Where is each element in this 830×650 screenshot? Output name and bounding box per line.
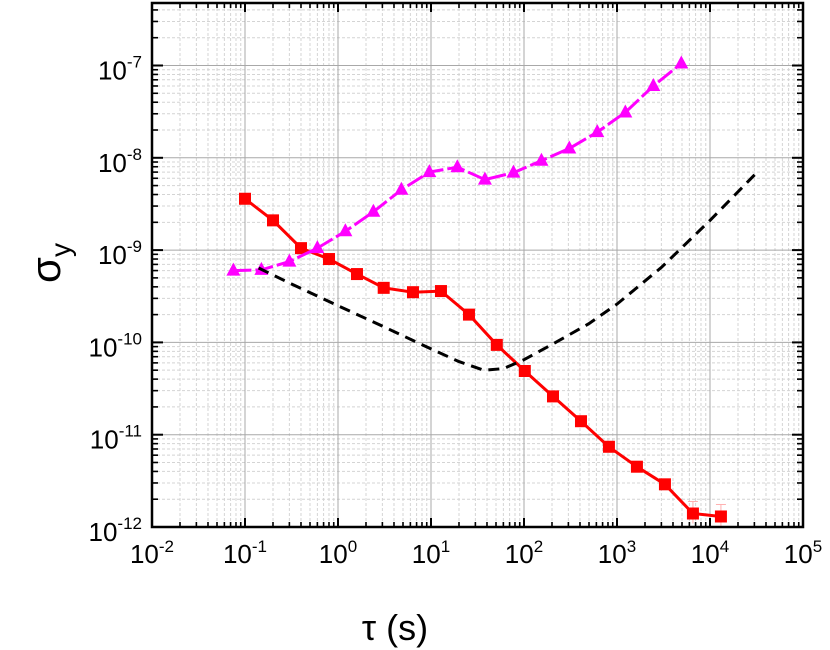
x-tick-label: 102 (505, 537, 543, 569)
data-point-square (546, 390, 559, 403)
data-point-triangle (366, 203, 381, 217)
data-point-square (630, 460, 643, 473)
series-line (257, 168, 761, 372)
x-tick-labels: 10-2 10-1 100 101 102 103 104 105 (130, 537, 822, 569)
x-tick-label: 104 (691, 537, 729, 569)
data-point-triangle (646, 77, 661, 91)
magenta-triangles-series (226, 55, 689, 276)
data-point-square (294, 242, 307, 255)
data-point-triangle (338, 223, 353, 237)
black-dashed-curve-series (257, 168, 761, 372)
data-point-triangle (394, 181, 409, 195)
data-point-square (350, 268, 363, 281)
data-point-triangle (226, 262, 241, 276)
data-point-square (714, 510, 727, 523)
red-squares-series (239, 192, 727, 527)
data-point-square (518, 364, 531, 377)
axis-ticks (151, 3, 804, 528)
data-point-square (266, 214, 279, 227)
x-tick-label: 10-2 (130, 537, 174, 569)
x-tick-label: 103 (598, 537, 636, 569)
x-tick-label: 10-1 (223, 537, 267, 569)
y-tick-label: 10-10 (89, 329, 143, 362)
data-point-triangle (534, 152, 549, 166)
y-axis-title: σy (22, 243, 76, 283)
data-point-square (490, 338, 503, 351)
data-point-square (377, 281, 390, 294)
minor-grid (152, 3, 803, 527)
y-tick-label: 10-11 (90, 422, 142, 455)
data-point-square (434, 285, 447, 298)
data-point-triangle (450, 159, 465, 173)
y-tick-label: 10-8 (98, 145, 142, 178)
major-grid (152, 3, 803, 527)
svg-text:σy: σy (22, 243, 76, 283)
data-point-square (322, 253, 335, 266)
x-tick-label: 105 (784, 537, 822, 569)
data-point-square (658, 478, 671, 491)
y-tick-labels: 10-7 10-8 10-9 10-10 10-11 10-12 (89, 53, 143, 548)
x-axis-title: τ (s) (362, 607, 428, 648)
data-point-triangle (506, 164, 521, 178)
x-tick-label: 100 (319, 537, 357, 569)
data-point-triangle (674, 55, 689, 69)
data-point-square (686, 507, 699, 520)
data-point-square (602, 440, 615, 453)
data-point-square (239, 192, 251, 205)
data-point-triangle (562, 140, 577, 154)
data-point-triangle (422, 164, 437, 178)
data-point-triangle (477, 171, 492, 185)
y-tick-label: 10-9 (98, 237, 142, 270)
x-tick-label: 101 (412, 537, 450, 569)
data-point-triangle (618, 104, 633, 118)
y-tick-label: 10-7 (98, 53, 142, 86)
data-point-square (574, 415, 587, 428)
y-tick-label: 10-12 (89, 514, 143, 547)
data-point-triangle (310, 240, 325, 254)
data-point-square (406, 286, 419, 299)
data-point-triangle (282, 253, 297, 267)
series-layer (226, 55, 761, 527)
data-point-square (462, 308, 475, 321)
data-point-triangle (590, 124, 605, 138)
